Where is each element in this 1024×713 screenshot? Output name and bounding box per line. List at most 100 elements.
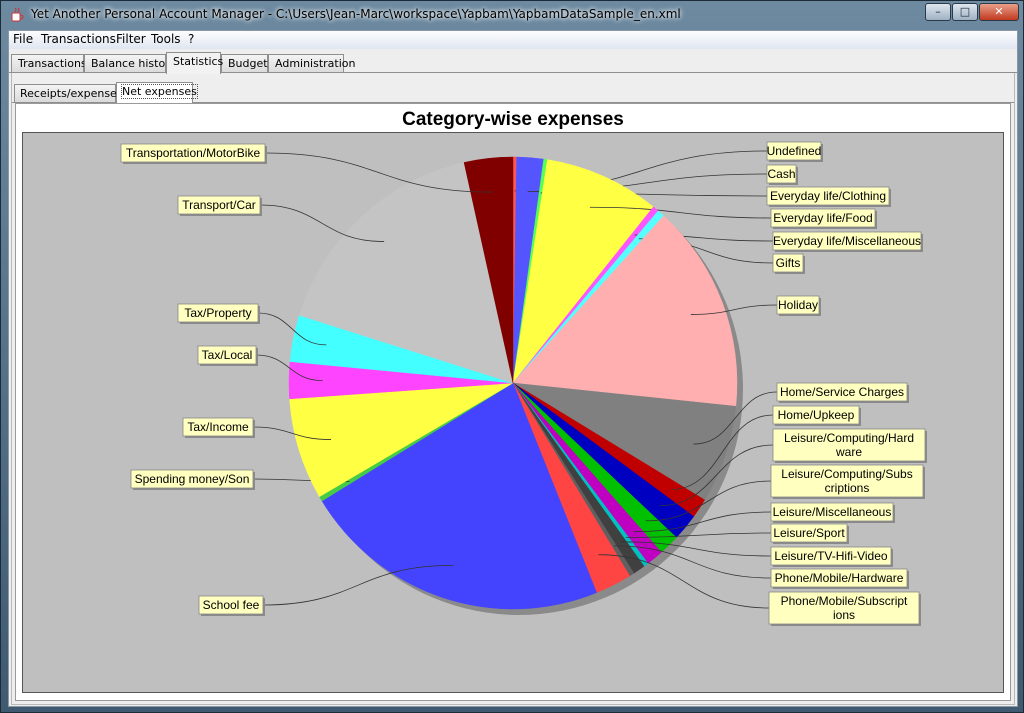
slice-label-text: Tax/Property [184,306,251,320]
java-cup-icon [11,7,24,22]
chart-panel: Category-wise expenses Undefined Cash Ever… [15,103,1011,701]
slice-label-text: Spending money/Son [135,472,250,486]
leader-line [690,304,778,315]
tab-divider [9,72,1017,73]
slice-label: Gifts [772,253,805,274]
subtab-receipts-expenses[interactable]: Receipts/expenses [14,84,123,102]
slice-label-text: Leisure/Sport [773,526,845,540]
leader-line [262,564,454,606]
slice-label: School fee [198,595,265,616]
title-bar[interactable]: Yet Another Personal Account Manager - C… [1,1,1023,29]
subtab-net-expenses-label: Net expenses [121,84,198,99]
slice-label-text: Undefined [767,144,822,158]
slice-label: Home/Service Charges [776,382,909,403]
slice-label-text: Transportation/MotorBike [126,146,261,160]
slice-label: Leisure/TV-Hifi-Video [770,546,893,567]
slice-label: Leisure/Computing/Hard ware [772,428,927,463]
leader-line [257,312,327,346]
main-tabs: Transactions Balance history Statistics … [9,52,1017,74]
slice-label-text: Gifts [776,256,801,270]
slice-label: Undefined [766,141,823,162]
slice-label-text: Tax/Income [187,420,249,434]
slice-label: Transport/Car [177,195,262,216]
slice-label-text: Transport/Car [182,198,256,212]
slice-label: Leisure/Sport [770,523,849,544]
slice-label-text: Everyday life/Miscellaneous [773,234,921,248]
slice-label: Home/Upkeep [772,405,861,426]
slice-label-text: Leisure/TV-Hifi-Video [774,549,887,563]
slice-label: Everyday life/Miscellaneous [772,231,923,252]
menu-filter[interactable]: Filter [116,32,146,46]
pie-slice[interactable] [321,382,597,610]
slice-label-text: Home/Upkeep [778,408,855,422]
tab-administration[interactable]: Administration [268,54,356,73]
tab-statistics[interactable]: Statistics [166,52,223,74]
slice-label-text: Leisure/Computing/Hard ware [784,431,914,459]
leader-line [620,541,772,557]
slice-label: Phone/Mobile/Hardware [770,568,909,589]
slice-label: Tax/Income [182,417,255,438]
client-area: File Transactions Filter Tools ? Transac… [8,30,1018,707]
slice-label-text: Leisure/Miscellaneous [773,505,892,519]
leader-line [589,206,772,219]
slice-label: Leisure/Miscellaneous [770,502,895,523]
leader-line [252,426,332,440]
slice-label-text: Leisure/Computing/Subs criptions [781,467,912,495]
slice-label-text: Phone/Mobile/Subscript ions [781,594,908,622]
slice-label: Holiday [776,295,821,316]
subtab-net-expenses[interactable]: Net expenses [116,82,198,103]
leader-line [613,545,772,579]
pie-chart: Undefined Cash Everyday life/Clothing Every… [120,141,927,626]
slice-label-text: Phone/Mobile/Hardware [775,571,904,585]
leader-line [259,204,385,242]
statistics-panel: Receipts/expenses Net expenses Category-… [11,73,1015,705]
leader-line [598,554,770,609]
tab-budget[interactable]: Budget [221,54,268,73]
leader-line [671,414,774,490]
slice-label-text: Cash [767,167,795,181]
maximize-button[interactable]: □ [952,3,978,21]
slice-label-text: School fee [203,598,260,612]
plot-area: Undefined Cash Everyday life/Clothing Every… [22,132,1004,693]
slice-label: Transportation/MotorBike [120,143,267,164]
slice-label-text: Everyday life/Clothing [770,189,886,203]
subtab-divider [12,102,1014,103]
slice-label-text: Holiday [778,298,818,312]
leader-line [645,480,772,522]
pie-slice[interactable] [298,162,514,384]
statistics-subtabs: Receipts/expenses Net expenses [12,81,1014,103]
slice-label-text: Everyday life/Food [773,211,872,225]
slice-label: Cash [766,164,798,185]
slice-label: Tax/Property [177,303,260,324]
slice-label: Tax/Local [197,345,258,366]
slice-label: Everyday life/Food [770,208,877,229]
leader-line [626,532,772,538]
slice-label: Leisure/Computing/Subs criptions [770,464,925,499]
tab-balance-history[interactable]: Balance history [84,54,176,73]
tab-transactions[interactable]: Transactions [11,54,87,73]
leader-line [659,444,774,507]
chart-title: Category-wise expenses [402,109,624,130]
slice-label: Phone/Mobile/Subscript ions [768,591,921,626]
slice-label-text: Home/Service Charges [780,385,904,399]
slice-label: Spending money/Son [130,469,255,490]
window-title: Yet Another Personal Account Manager - C… [31,7,681,21]
slice-label: Everyday life/Clothing [766,186,891,207]
pie-slice[interactable] [512,159,654,384]
close-button[interactable]: ✕ [979,3,1019,21]
menu-tools[interactable]: Tools [151,32,181,46]
menu-transactions[interactable]: Transactions [41,32,116,46]
leader-line [264,152,493,193]
menu-file[interactable]: File [13,32,34,46]
leader-line [255,354,323,382]
pie-slice[interactable] [512,215,738,407]
menu-bar: File Transactions Filter Tools ? [9,31,1017,49]
leader-line [633,511,772,533]
slice-label-text: Tax/Local [202,348,253,362]
leader-line [693,391,778,445]
pie-slice[interactable] [289,382,514,498]
minimize-button[interactable]: – [925,3,951,21]
pie-slice[interactable] [463,156,514,384]
menu-help[interactable]: ? [188,32,195,46]
